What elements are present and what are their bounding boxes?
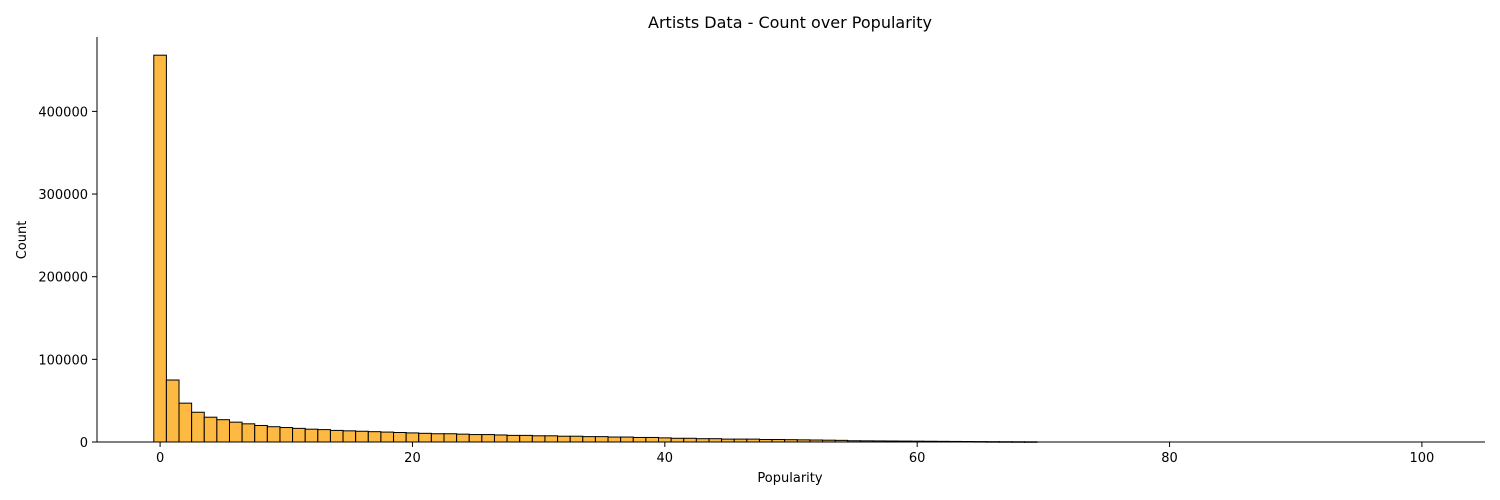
histogram-bar [531,435,546,443]
histogram-bar [594,436,609,443]
histogram-bar [266,426,281,443]
histogram-bar [620,436,634,443]
histogram-bar [216,419,230,443]
histogram-bar [254,424,268,443]
x-tick-label: 0 [156,451,164,466]
y-tick-label: 100000 [38,353,88,368]
histogram-bar [493,434,508,443]
y-tick-label: 400000 [38,105,88,120]
histogram-bar [506,434,521,443]
histogram-bar [153,54,167,443]
histogram-bar [430,433,445,443]
histogram-bar [203,416,218,443]
histogram-bar [292,427,306,443]
x-tick-label: 60 [909,451,926,466]
x-tick-label: 20 [404,451,421,466]
x-axis-label: Popularity [757,471,822,486]
histogram-bar [279,427,294,443]
histogram-bar [557,435,571,443]
histogram-bar [607,436,622,443]
histogram-bar [329,429,344,443]
histogram-bar [481,434,495,443]
histogram-bar [519,434,533,443]
histogram-bar [355,430,369,443]
y-tick-label: 200000 [38,271,88,286]
histogram-bar [468,434,483,443]
histogram-bar [165,379,180,443]
histogram-bar [443,433,458,443]
histogram-bar [456,433,470,443]
x-tick-label: 40 [657,451,674,466]
histogram-bar [582,436,596,443]
histogram-bar [405,432,420,443]
histogram-bar [317,429,331,443]
histogram-bar [178,402,193,443]
histogram-bar [228,421,243,443]
y-tick-label: 0 [80,436,88,451]
y-axis-label: Count [15,221,30,260]
histogram-bar [393,431,407,443]
chart-title: Artists Data - Count over Popularity [648,13,932,32]
histogram-bar [658,437,672,443]
histogram-bar [367,431,382,443]
histogram-bar [670,437,685,443]
histogram-bar [632,436,647,443]
histogram-bar [569,435,584,443]
histogram-bar [191,411,205,443]
histogram-bar [342,430,357,443]
histogram-bar [304,428,319,443]
x-ticks: 0 20 40 60 80 100 [156,442,1434,466]
bars-group [153,54,1038,443]
histogram-bar [645,436,660,443]
histogram-bar [683,437,697,443]
x-tick-label: 100 [1409,451,1434,466]
histogram-bar [241,423,256,443]
histogram-bar [380,431,395,443]
histogram-bar [418,432,432,443]
y-ticks: 0 100000 200000 300000 400000 [38,105,97,451]
x-tick-label: 80 [1161,451,1178,466]
y-tick-label: 300000 [38,188,88,203]
histogram-bar [544,435,559,443]
